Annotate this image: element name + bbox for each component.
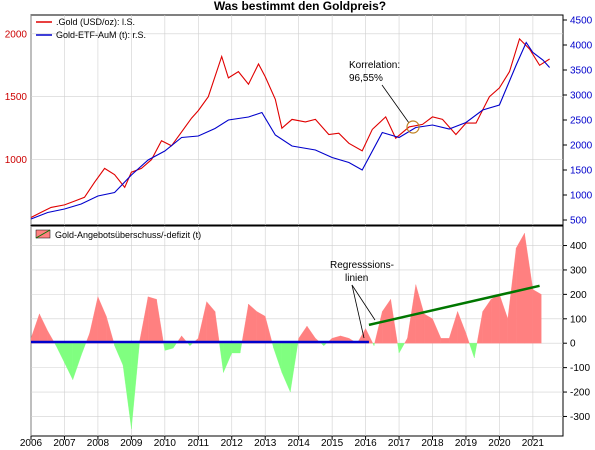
legend-label-gold: .Gold (USD/oz): l.S.: [56, 17, 135, 27]
deficit-area: [474, 343, 478, 358]
price-panel-grid: [30, 15, 563, 225]
right-axis-tick-label: 2500: [570, 116, 593, 127]
year-tick-label: 2010: [154, 438, 177, 449]
regression-line-upper: [368, 284, 540, 327]
balance-axis-tick-label: -200: [570, 388, 590, 399]
right-axis-tick-label: 3000: [570, 91, 593, 102]
year-tick-label: 2008: [87, 438, 110, 449]
balance-axis-tick-label: 300: [570, 265, 587, 276]
right-axis-tick-label: 2000: [570, 141, 593, 152]
correlation-label: Korrelation:: [349, 60, 400, 71]
year-tick-label: 2006: [20, 438, 43, 449]
etf-holdings-line: [30, 41, 551, 220]
year-tick-label: 2019: [455, 438, 478, 449]
right-axis-tick-label: 1500: [570, 166, 593, 177]
regression-pointer-upper: [351, 284, 376, 321]
year-tick-label: 2007: [53, 438, 76, 449]
deficit-area: [231, 343, 241, 354]
year-tick-label: 2018: [421, 438, 444, 449]
year-tick-label: 2012: [221, 438, 244, 449]
regression-annotation: Regresssions- linien: [330, 260, 394, 339]
legend-label-balance: Gold-Angebotsüberschuss/-defizit (t): [55, 230, 201, 240]
year-tick-label: 2013: [254, 438, 277, 449]
year-tick-label: 2016: [354, 438, 377, 449]
balance-axis-tick-label: 100: [570, 314, 587, 325]
regression-lines: [31, 284, 540, 344]
price-legend: .Gold (USD/oz): l.S. Gold-ETF-AuM (t): r…: [36, 17, 146, 40]
surplus-area: [423, 313, 433, 344]
regression-pointer-lower: [351, 284, 365, 339]
year-tick-label: 2015: [321, 438, 344, 449]
chart-title: Was bestimmt den Goldpreis?: [214, 0, 386, 13]
year-tick-label: 2011: [188, 438, 210, 449]
deficit-area: [373, 343, 375, 346]
price-left-axis: 1000 1500 2000: [5, 29, 28, 166]
surplus-area: [440, 338, 450, 344]
correlation-value: 96,55%: [349, 73, 383, 84]
correlation-circle: [406, 120, 420, 134]
legend-swatch-balance-line: [35, 229, 51, 239]
right-axis-tick-label: 1000: [570, 191, 593, 202]
year-tick-label: 2021: [522, 438, 545, 449]
surplus-area: [256, 311, 266, 344]
balance-areas: [30, 232, 542, 429]
year-tick-label: 2009: [120, 438, 143, 449]
gold-price-line: [30, 37, 550, 218]
legend-label-etf: Gold-ETF-AuM (t): r.S.: [56, 30, 146, 40]
surplus-area: [516, 232, 525, 344]
regression-label-2: linien: [345, 273, 368, 284]
balance-right-axis: -300 -200 -100 0 100 200 300 400: [563, 241, 590, 423]
right-axis-tick-label: 3500: [570, 66, 593, 77]
left-axis-tick-label: 2000: [5, 29, 28, 40]
balance-axis-tick-label: -300: [570, 412, 590, 423]
price-series: [30, 37, 551, 220]
correlation-annotation: Korrelation: 96,55%: [349, 60, 420, 134]
right-axis-tick-label: 500: [570, 216, 587, 227]
surplus-area: [532, 289, 542, 344]
balance-legend: Gold-Angebotsüberschuss/-defizit (t): [35, 229, 201, 240]
left-axis-tick-label: 1500: [5, 92, 28, 103]
regression-label-1: Regresssions-: [330, 260, 394, 271]
balance-axis-tick-label: -100: [570, 363, 590, 374]
correlation-pointer: [381, 84, 410, 124]
price-right-axis: 500 1000 1500 2000 2500 3000 3500 4000 4500: [563, 16, 593, 227]
year-tick-label: 2014: [288, 438, 311, 449]
surplus-area: [465, 333, 470, 344]
year-tick-label: 2017: [388, 438, 411, 449]
surplus-area: [390, 299, 398, 344]
balance-axis-tick-label: 200: [570, 290, 587, 301]
balance-axis-tick-label: 400: [570, 241, 587, 252]
year-tick-label: 2020: [488, 438, 511, 449]
right-axis-tick-label: 4500: [570, 16, 593, 27]
year-axis: 2006 2007 2008 2009 2010 2011 2012 2013 2014 2015…: [20, 436, 545, 449]
left-axis-tick-label: 1000: [5, 155, 28, 166]
balance-axis-tick-label: 0: [570, 339, 576, 350]
surplus-area: [147, 296, 157, 344]
surplus-area: [490, 294, 500, 344]
surplus-area: [365, 328, 374, 344]
deficit-area: [398, 343, 405, 354]
right-axis-tick-label: 4000: [570, 41, 593, 52]
